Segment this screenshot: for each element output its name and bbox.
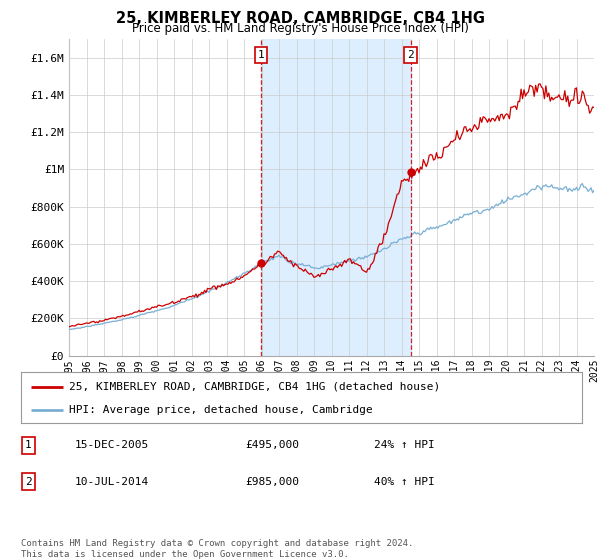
Text: 24% ↑ HPI: 24% ↑ HPI: [374, 440, 435, 450]
Text: 2: 2: [407, 50, 414, 60]
Text: £985,000: £985,000: [245, 477, 299, 487]
Text: 2: 2: [25, 477, 32, 487]
Text: Contains HM Land Registry data © Crown copyright and database right 2024.
This d: Contains HM Land Registry data © Crown c…: [21, 539, 413, 559]
Text: £495,000: £495,000: [245, 440, 299, 450]
Text: 25, KIMBERLEY ROAD, CAMBRIDGE, CB4 1HG: 25, KIMBERLEY ROAD, CAMBRIDGE, CB4 1HG: [115, 11, 485, 26]
Text: 1: 1: [25, 440, 32, 450]
Text: 25, KIMBERLEY ROAD, CAMBRIDGE, CB4 1HG (detached house): 25, KIMBERLEY ROAD, CAMBRIDGE, CB4 1HG (…: [68, 381, 440, 391]
Text: 1: 1: [257, 50, 264, 60]
Text: Price paid vs. HM Land Registry's House Price Index (HPI): Price paid vs. HM Land Registry's House …: [131, 22, 469, 35]
Text: HPI: Average price, detached house, Cambridge: HPI: Average price, detached house, Camb…: [68, 405, 373, 415]
Text: 10-JUL-2014: 10-JUL-2014: [74, 477, 149, 487]
Text: 40% ↑ HPI: 40% ↑ HPI: [374, 477, 435, 487]
Text: 15-DEC-2005: 15-DEC-2005: [74, 440, 149, 450]
Bar: [261, 39, 410, 356]
